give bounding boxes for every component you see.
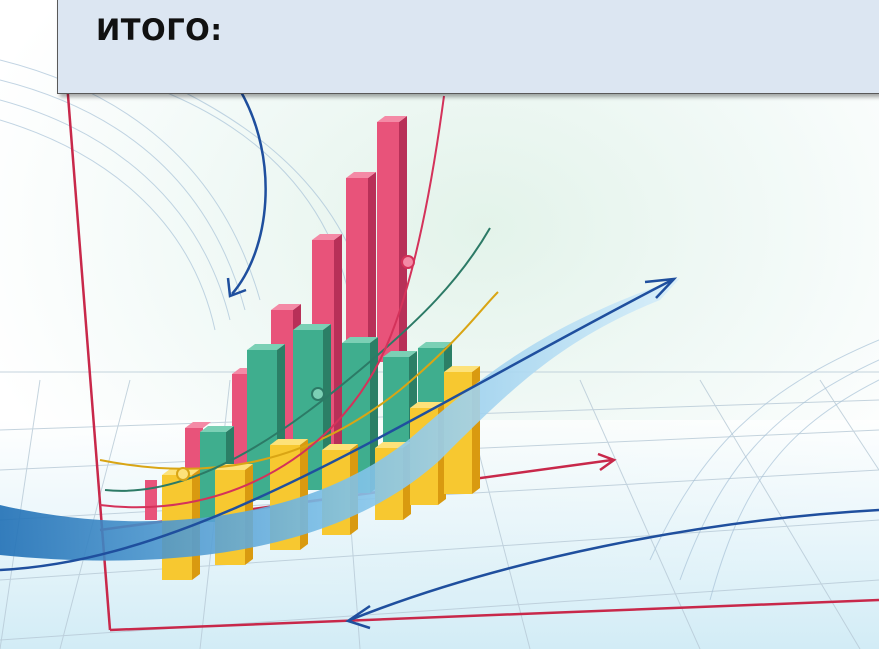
- title-box: ИТОГО:: [57, 0, 879, 94]
- title: ИТОГО:: [96, 13, 223, 47]
- blue-arrows: [0, 89, 879, 630]
- swoosh: [0, 278, 680, 561]
- trend-curves: [99, 95, 499, 509]
- swirl-lines: [0, 59, 879, 601]
